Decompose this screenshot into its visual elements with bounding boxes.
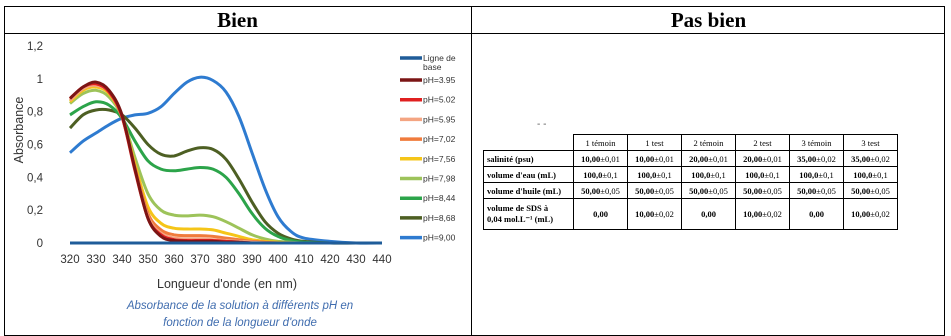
legend-label: pH=8,44 [423, 193, 456, 203]
series-line [69, 75, 383, 245]
caption-line-2: fonction de la longueur d'onde [163, 317, 317, 329]
x-tick-label: 320 [60, 254, 79, 266]
y-axis-label: Absorbance [12, 97, 26, 164]
col-header: 3 témoin [789, 134, 844, 151]
y-tick-label: 1,2 [27, 41, 43, 53]
col-header: 1 test [627, 134, 682, 151]
y-tick-label: 1 [37, 74, 43, 86]
x-tick-label: 390 [242, 254, 261, 266]
legend-label: Ligne de [423, 53, 456, 63]
table-cell: 0,00 [789, 198, 844, 230]
absorbance-chart: Absorbance Longueur d'onde (en nm) 0 0,2 0… [12, 41, 456, 291]
table-cell: 100,0±0,1 [681, 166, 736, 183]
legend-label: pH=7,02 [423, 134, 456, 144]
legend-label: pH=5.95 [423, 114, 456, 124]
table-cell: 0,00 [681, 198, 736, 230]
table-cell: 0,00 [573, 198, 628, 230]
table-row: volume d'huile (mL) 50,00±0,05 50,00±0,0… [483, 182, 898, 199]
table-cell: 10,00±0,02 [735, 198, 790, 230]
x-tick-label: 420 [320, 254, 339, 266]
table-cell: 20,00±0,01 [681, 150, 736, 167]
header-pas-bien: Pas bien [670, 8, 747, 32]
legend-label: pH=8,68 [423, 213, 456, 223]
table-row: volume de SDS à 0,04 mol.L⁻¹ (mL) 0,00 10… [483, 198, 898, 230]
legend-label: pH=3.95 [423, 75, 456, 85]
table-row: salinité (psu) 10,00±0,01 10,00±0,01 20,… [483, 150, 898, 167]
table-cell: 10,00±0,02 [627, 198, 682, 230]
y-tick-label: 0,6 [27, 140, 43, 152]
y-tick-label: 0 [37, 238, 43, 250]
series-line [68, 82, 382, 245]
row-header: volume d'huile (mL) [483, 182, 574, 199]
document-frame: Bien Pas bien Absorbance Longueur d'onde… [4, 6, 945, 336]
col-header: 1 témoin [573, 134, 628, 151]
x-tick-label: 340 [112, 254, 131, 266]
x-tick-label: 380 [216, 254, 235, 266]
row-header: volume de SDS à 0,04 mol.L⁻¹ (mL) [483, 198, 574, 230]
table-cell: 10,00±0,01 [573, 150, 628, 167]
x-tick-label: 440 [372, 254, 391, 266]
table-cell: 50,00±0,05 [573, 182, 628, 199]
legend-label: pH=5.02 [423, 95, 456, 105]
row-header: volume d'eau (mL) [483, 166, 574, 183]
x-tick-label: 400 [268, 254, 287, 266]
col-header: 3 test [843, 134, 898, 151]
column-divider [471, 6, 472, 336]
table-cell: 50,00±0,05 [627, 182, 682, 199]
caption-line-1: Absorbance de la solution à différents p… [126, 300, 354, 312]
x-tick-label: 410 [294, 254, 313, 266]
table-cell: 100,0±0,1 [789, 166, 844, 183]
table-cell: 20,00±0,01 [735, 150, 790, 167]
y-tick-label: 0,4 [27, 172, 44, 184]
header-divider [4, 33, 945, 34]
table-cell: 100,0±0,1 [843, 166, 898, 183]
table-cell: 10,00±0,02 [843, 198, 898, 230]
col-header: 2 témoin [681, 134, 736, 151]
table-corner [483, 134, 574, 151]
y-tick-label: 0,2 [27, 205, 43, 217]
table-cell: 10,00±0,01 [627, 150, 682, 167]
y-tick-label: 0,8 [27, 107, 43, 119]
x-tick-label: 430 [346, 254, 365, 266]
table-marks: - - [537, 119, 547, 130]
legend-label: pH=7,98 [423, 174, 456, 184]
row-header: salinité (psu) [483, 150, 574, 167]
x-axis-label: Longueur d'onde (en nm) [157, 277, 297, 291]
table-cell: 100,0±0,1 [735, 166, 790, 183]
table-cell: 50,00±0,05 [681, 182, 736, 199]
table-cell: 100,0±0,1 [627, 166, 682, 183]
table-cell: 50,00±0,05 [789, 182, 844, 199]
table-cell: 35,00±0,02 [789, 150, 844, 167]
x-tick-label: 330 [86, 254, 105, 266]
x-tick-label: 360 [164, 254, 183, 266]
header-bien: Bien [217, 8, 258, 32]
table-cell: 35,00±0,02 [843, 150, 898, 167]
chart-caption: Absorbance de la solution à différents p… [60, 298, 420, 332]
table-cell: 100,0±0,1 [573, 166, 628, 183]
col-header: 2 test [735, 134, 790, 151]
table-row: volume d'eau (mL) 100,0±0,1 100,0±0,1 10… [483, 166, 898, 183]
table-header-row: 1 témoin 1 test 2 témoin 2 test 3 témoin… [483, 134, 898, 151]
x-tick-label: 350 [138, 254, 157, 266]
table-cell: 50,00±0,05 [735, 182, 790, 199]
experiment-table: 1 témoin 1 test 2 témoin 2 test 3 témoin… [483, 134, 898, 230]
legend-label-cont: base [423, 62, 442, 72]
legend-label: pH=9,00 [423, 233, 456, 243]
table-cell: 50,00±0,05 [843, 182, 898, 199]
x-tick-label: 370 [190, 254, 209, 266]
legend-label: pH=7,56 [423, 154, 456, 164]
